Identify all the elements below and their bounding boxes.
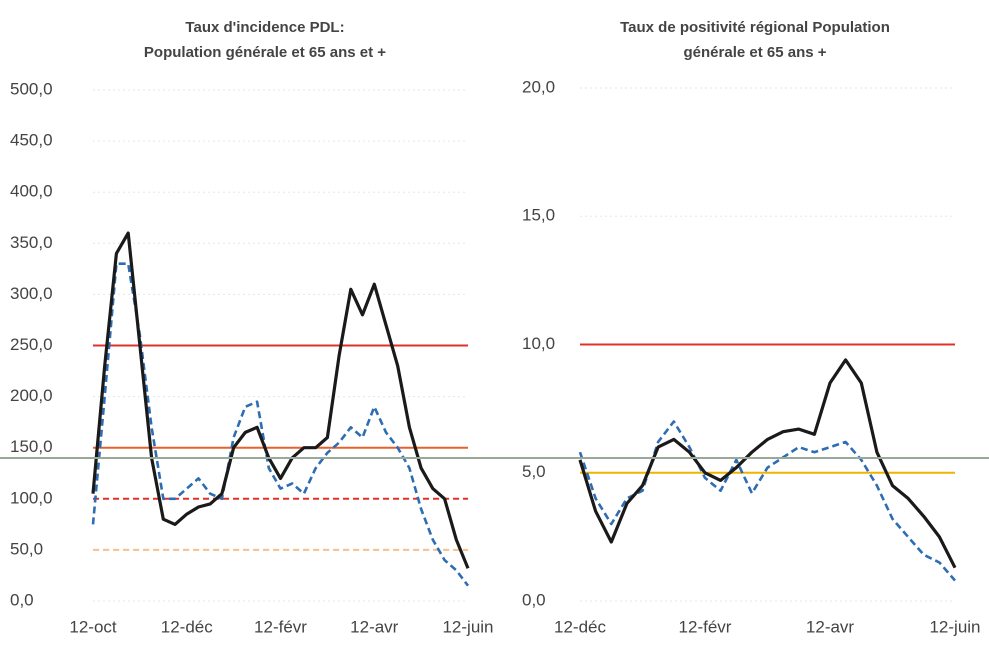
y-tick-label: 50,0	[10, 539, 43, 558]
y-tick-label: 350,0	[10, 233, 53, 252]
y-tick-label: 15,0	[522, 206, 555, 225]
series-line	[578, 358, 957, 569]
y-tick-label: 10,0	[522, 334, 555, 353]
x-tick-label: 12-juin	[929, 617, 980, 636]
y-tick-label: 450,0	[10, 131, 53, 150]
x-tick-label: 12-avr	[806, 617, 855, 636]
x-tick-label: 12-févr	[679, 617, 732, 636]
y-tick-label: 300,0	[10, 284, 53, 303]
x-tick-label: 12-avr	[350, 617, 399, 636]
y-tick-label: 200,0	[10, 386, 53, 405]
series-line	[578, 420, 956, 582]
x-tick-label: 12-déc	[161, 617, 213, 636]
y-tick-label: 0,0	[522, 590, 546, 609]
y-tick-label: 0,0	[10, 590, 34, 609]
series-line	[91, 231, 470, 569]
series-line	[91, 262, 470, 587]
y-tick-label: 400,0	[10, 182, 53, 201]
chart-title: générale et 65 ans +	[684, 44, 827, 61]
chart-title: Taux de positivité régional Population	[620, 19, 890, 36]
chart-title: Taux d'incidence PDL:	[185, 19, 344, 36]
y-tick-label: 20,0	[522, 77, 555, 96]
x-tick-label: 12-déc	[554, 617, 606, 636]
y-tick-label: 150,0	[10, 437, 53, 456]
x-tick-label: 12-oct	[69, 617, 117, 636]
chart-title: Population générale et 65 ans et +	[144, 44, 386, 61]
y-tick-label: 5,0	[522, 462, 546, 481]
y-tick-label: 250,0	[10, 335, 53, 354]
x-tick-label: 12-juin	[442, 617, 493, 636]
y-tick-label: 500,0	[10, 79, 53, 98]
x-tick-label: 12-févr	[254, 617, 307, 636]
y-tick-label: 100,0	[10, 488, 53, 507]
